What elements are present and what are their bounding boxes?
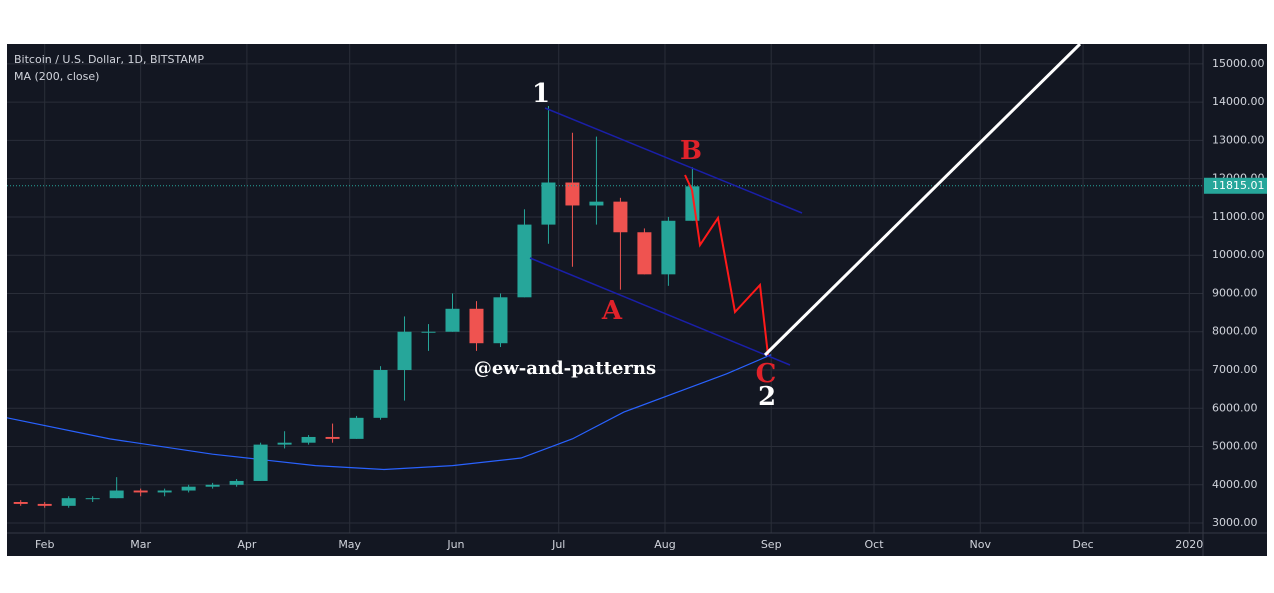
x-tick-label: Mar (130, 538, 151, 551)
x-tick-label: Oct (864, 538, 884, 551)
y-tick-label: 15000.00 (1212, 57, 1265, 70)
candle-body (517, 224, 532, 298)
y-tick-label: 6000.00 (1212, 401, 1258, 414)
x-tick-label: Apr (237, 538, 257, 551)
candle-body (133, 490, 148, 493)
y-tick-label: 10000.00 (1212, 248, 1265, 261)
candle-body (13, 502, 28, 504)
last-price-box (1204, 177, 1267, 194)
y-tick-label: 3000.00 (1212, 516, 1258, 529)
ma-line (6, 354, 772, 471)
annotation: 1 (532, 79, 550, 109)
candle-body (445, 308, 460, 332)
y-tick-label: 8000.00 (1212, 325, 1258, 338)
candle-body (181, 486, 196, 491)
indicator-label: MA (200, close) (14, 70, 99, 83)
annotation: @ew-and-patterns (474, 358, 656, 379)
projection-path (684, 174, 769, 356)
x-tick-label: 2020 (1175, 538, 1203, 551)
plot (6, 105, 1203, 508)
annotation: 2 (758, 382, 776, 412)
candle-body (637, 232, 652, 275)
candle-body (397, 331, 412, 370)
candle-body (613, 201, 628, 233)
channel-upper (544, 107, 803, 214)
x-tick-label: Dec (1072, 538, 1093, 551)
x-tick-label: Sep (761, 538, 782, 551)
y-tick-label: 7000.00 (1212, 363, 1258, 376)
chart-title: Bitcoin / U.S. Dollar, 1D, BITSTAMP (14, 53, 204, 66)
annotation: B (680, 136, 702, 166)
candle-body (61, 498, 76, 506)
candle-body (421, 331, 436, 333)
candle-body (37, 503, 52, 506)
annotations: 1 B A C2 @ew-and-patterns (474, 79, 776, 412)
y-tick-label: 5000.00 (1212, 440, 1258, 453)
x-tick-label: Jun (446, 538, 464, 551)
candle-body (253, 444, 268, 481)
y-tick-label: 14000.00 (1212, 95, 1265, 108)
candle-body (205, 484, 220, 487)
candle-body (541, 182, 556, 225)
candle-body (301, 436, 316, 443)
candle-body (85, 498, 100, 500)
candle-body (661, 220, 676, 275)
candle-body (277, 442, 292, 445)
candle-body (109, 490, 124, 499)
y-tick-label: 11000.00 (1212, 210, 1265, 223)
y-tick-label: 9000.00 (1212, 286, 1258, 299)
x-tick-label: Feb (35, 538, 54, 551)
candle-body (229, 480, 244, 485)
annotation: A (601, 296, 623, 326)
chart-background (7, 44, 1267, 556)
x-tick-label: Nov (970, 538, 992, 551)
candle-body (325, 436, 340, 439)
candle-body (493, 297, 508, 344)
x-tick-label: May (338, 538, 361, 551)
last-price-label: 11815.01 (1212, 179, 1265, 192)
y-tick-label: 13000.00 (1212, 133, 1265, 146)
annotation: C (756, 359, 777, 389)
projection-line (763, 42, 1082, 357)
candle-body (565, 182, 580, 206)
grid (7, 44, 1203, 533)
channel-lower (529, 257, 791, 366)
x-tick-label: Jul (551, 538, 565, 551)
candle-body (469, 308, 484, 344)
candle-body (157, 490, 172, 493)
x-tick-label: Aug (654, 538, 675, 551)
candle-body (349, 417, 364, 439)
drawings (529, 42, 1082, 366)
y-tick-label: 4000.00 (1212, 478, 1258, 491)
candle-body (589, 201, 604, 206)
candle-body (373, 370, 388, 418)
